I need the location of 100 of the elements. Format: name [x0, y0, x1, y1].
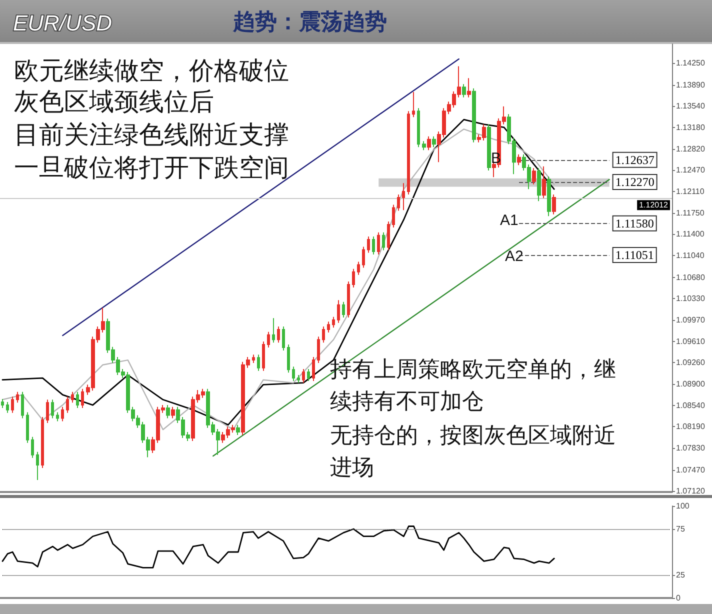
candlestick — [312, 356, 315, 382]
candlestick — [71, 391, 74, 404]
candlestick — [26, 412, 29, 444]
candlestick — [387, 221, 390, 251]
candlestick — [362, 246, 365, 268]
candlestick — [61, 406, 64, 422]
candlestick — [422, 140, 426, 151]
candlestick — [372, 236, 375, 256]
candlestick — [21, 391, 24, 419]
candlestick — [11, 396, 14, 414]
y-tick-label: 1.11400 — [676, 230, 705, 239]
candlestick — [171, 406, 175, 419]
y-tick-label: 75 — [676, 524, 686, 534]
candlestick — [517, 154, 521, 166]
y-tick-label: 1.08900 — [676, 380, 706, 389]
candlestick — [51, 399, 54, 419]
line-series — [2, 526, 555, 568]
candlestick — [287, 344, 290, 374]
candlestick — [277, 326, 280, 344]
candlestick — [407, 110, 410, 196]
candlestick — [342, 301, 345, 318]
y-tick-label: 0 — [676, 594, 681, 602]
candlestick — [352, 268, 355, 288]
candlestick — [377, 232, 380, 256]
candlestick — [36, 451, 39, 481]
y-tick-label: 1.13540 — [676, 101, 706, 110]
candlestick — [76, 391, 79, 409]
candlestick — [397, 194, 400, 212]
candlestick — [467, 78, 471, 98]
y-tick-label: 1.08540 — [676, 401, 706, 410]
candlestick — [357, 261, 360, 276]
y-tick-label: 1.13180 — [676, 122, 706, 132]
y-tick-label: 1.14250 — [676, 58, 706, 68]
y-tick-label: 1.11040 — [676, 251, 705, 260]
candlestick — [532, 168, 536, 185]
candlestick — [417, 108, 420, 148]
candlestick — [547, 176, 551, 217]
y-tick-label: 1.13890 — [676, 80, 706, 90]
y-tick-label: 100 — [676, 502, 690, 510]
candlestick — [337, 300, 340, 324]
chart-subtitle: 趋势：震荡趋势 — [232, 9, 387, 35]
candlestick — [307, 368, 310, 382]
candlestick — [402, 182, 405, 211]
candlestick — [46, 399, 49, 424]
candlestick — [487, 124, 491, 172]
candlestick — [472, 88, 476, 143]
candlestick — [432, 136, 436, 148]
y-tick-label: 1.07120 — [676, 486, 706, 496]
candlestick — [16, 391, 19, 404]
annotation: 欧元继续做空，价格破位 — [14, 56, 289, 85]
candlestick — [31, 436, 34, 458]
candlestick — [382, 232, 385, 251]
candlestick — [262, 340, 265, 372]
candlestick — [6, 402, 9, 414]
candlestick — [542, 166, 546, 199]
ref-line-label: 1.12012 — [639, 200, 669, 210]
candlestick — [66, 396, 69, 414]
candlestick — [1, 398, 4, 409]
y-tick-label: 1.09610 — [676, 336, 706, 346]
y-tick-label: 25 — [676, 570, 686, 580]
candlestick — [392, 204, 395, 228]
candlestick — [41, 416, 44, 469]
ref-line-label: 1.11580 — [615, 216, 654, 230]
y-tick-label: 1.11750 — [676, 208, 705, 218]
annotation: 灰色区域颈线位后 — [14, 87, 214, 116]
y-tick-label: 1.09970 — [676, 315, 706, 324]
ref-line-label: 1.11051 — [615, 248, 654, 262]
candlestick — [462, 84, 466, 98]
candlestick — [257, 354, 260, 372]
candlestick — [81, 388, 84, 409]
candlestick — [347, 280, 350, 318]
candlestick — [552, 194, 556, 215]
candlestick — [267, 331, 270, 348]
candlestick — [56, 412, 59, 422]
candlestick — [272, 318, 275, 344]
candlestick — [282, 326, 285, 351]
y-tick-label: 1.12110 — [676, 187, 705, 196]
candlestick — [332, 316, 335, 328]
candlestick — [297, 374, 300, 384]
candlestick — [367, 236, 370, 254]
candlestick — [327, 321, 330, 333]
candlestick — [252, 354, 255, 364]
annotation: A2 — [505, 248, 524, 265]
y-tick-label: 1.07830 — [676, 444, 706, 453]
candlestick — [166, 404, 170, 419]
y-tick-label: 1.09260 — [676, 358, 706, 367]
candlestick — [427, 136, 431, 151]
chart-title: EUR/USD — [13, 10, 112, 36]
y-tick-label: 1.12470 — [676, 165, 706, 174]
ref-line-label: 1.12270 — [615, 174, 654, 189]
annotation: 一旦破位将打开下跌空间 — [14, 153, 289, 182]
ref-line-label: 1.12637 — [615, 152, 654, 167]
annotation: A1 — [500, 212, 518, 229]
y-tick-label: 1.10680 — [676, 272, 706, 282]
y-tick-label: 1.07470 — [676, 465, 706, 474]
annotation: 目前关注绿色线附近支撑 — [14, 120, 289, 149]
candlestick — [317, 336, 320, 364]
annotation: 无持仓的，按图灰色区域附近进场 — [330, 424, 616, 480]
y-tick-label: 1.08190 — [676, 422, 706, 432]
y-tick-label: 1.10330 — [676, 294, 706, 303]
